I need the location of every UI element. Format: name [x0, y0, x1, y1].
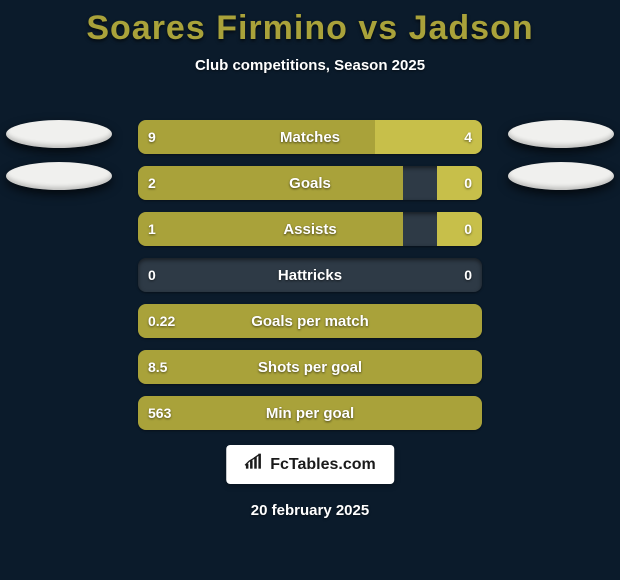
subtitle: Club competitions, Season 2025 — [0, 57, 620, 74]
vs-text: vs — [358, 9, 398, 47]
right-photo-column — [506, 120, 616, 190]
stat-bars: 94Matches 20Goals 10Assists 00Hattricks 0.22… — [138, 120, 482, 430]
stat-label: Min per goal — [138, 396, 482, 430]
stat-label: Assists — [138, 212, 482, 246]
player-left-name: Soares Firmino — [86, 9, 348, 47]
footer-date: 20 february 2025 — [0, 502, 620, 519]
title: Soares Firmino vs Jadson — [0, 0, 620, 47]
stat-label: Goals per match — [138, 304, 482, 338]
player-photo-left — [6, 162, 112, 190]
stat-bar: 563Min per goal — [138, 396, 482, 430]
brand-badge[interactable]: FcTables.com — [226, 445, 394, 484]
left-photo-column — [4, 120, 114, 190]
stat-bar: 0.22Goals per match — [138, 304, 482, 338]
stat-bar: 20Goals — [138, 166, 482, 200]
bar-chart-icon — [244, 453, 264, 476]
player-photo-right — [508, 162, 614, 190]
player-right-name: Jadson — [409, 9, 534, 47]
stat-bar: 8.5Shots per goal — [138, 350, 482, 384]
stat-label: Matches — [138, 120, 482, 154]
stat-label: Shots per goal — [138, 350, 482, 384]
stat-bar: 00Hattricks — [138, 258, 482, 292]
stat-bar: 10Assists — [138, 212, 482, 246]
player-photo-left — [6, 120, 112, 148]
stat-bar: 94Matches — [138, 120, 482, 154]
comparison-card: Soares Firmino vs Jadson Club competitio… — [0, 0, 620, 580]
player-photo-right — [508, 120, 614, 148]
stat-label: Hattricks — [138, 258, 482, 292]
brand-text: FcTables.com — [270, 456, 376, 474]
stat-label: Goals — [138, 166, 482, 200]
